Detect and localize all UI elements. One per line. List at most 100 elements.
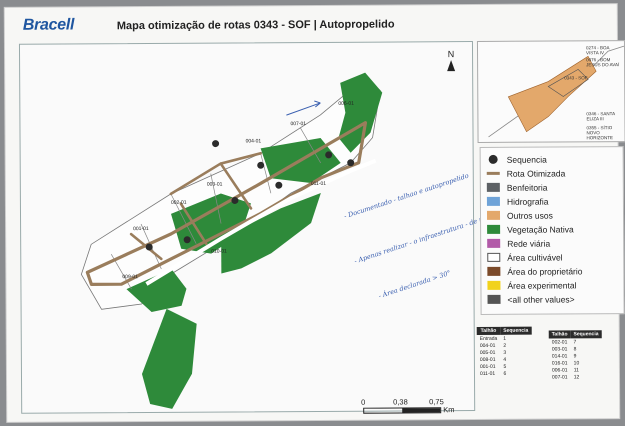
plot-label: 004-01 (245, 138, 262, 145)
plot-boundaries (110, 127, 321, 290)
handwritten-arrow-head (314, 100, 321, 108)
table-header: Sequencia (570, 330, 602, 339)
legend-item: Hidrografia (486, 196, 549, 207)
area-cultivavel-swatch (487, 252, 501, 262)
legend-item: Sequencia (487, 154, 547, 165)
sequence-marker[interactable] (347, 159, 355, 167)
scale-tick: 0 (361, 397, 366, 407)
scale-tick: 0,38 (393, 397, 408, 407)
legend-item: Outros usos (486, 210, 553, 221)
optimized-route (85, 121, 368, 286)
plot-label: 011-01 (310, 180, 327, 188)
plot-label: 009-01 (122, 274, 138, 281)
legend-item: <all other values> (487, 293, 575, 305)
legend-label: Outros usos (506, 210, 553, 221)
hidrografia-swatch (486, 196, 500, 206)
table-cell: 016-01 (551, 359, 568, 367)
route-line-icon (486, 171, 500, 175)
inset-property-area (507, 55, 597, 133)
location-inset: 0274 - BOA VISTA IV 0076 - BOM JESUS DO … (476, 40, 625, 143)
table-row: 011-01 6 (477, 370, 532, 377)
table-cell: 002-01 (551, 338, 568, 346)
other-values-swatch (487, 294, 501, 304)
benfeitoria-swatch (486, 182, 500, 192)
legend-item: Rede viária (487, 238, 550, 249)
optimized-route-branch (129, 152, 262, 261)
native-vegetation-patch (126, 268, 187, 312)
sequence-tables: Talhão Sequencia Entrada 1 004-01 2 005-01… (476, 326, 625, 405)
map-frame: 006-01 007-01 004-01 003-01 002-01 001-0… (18, 41, 523, 414)
legend-label: Benfeitoria (506, 182, 548, 193)
vegetacao-swatch (487, 224, 501, 234)
table-header: Talhão (476, 326, 501, 335)
table-cell: Entrada (479, 335, 498, 342)
table-header: Sequencia (500, 326, 532, 335)
sequence-table-left: Talhão Sequencia Entrada 1 004-01 2 005-01… (476, 326, 532, 377)
plot-label: 007-01 (290, 121, 307, 128)
sequence-marker[interactable] (257, 161, 265, 169)
sequence-marker[interactable] (275, 181, 283, 189)
scale-tick: 0,75 (429, 397, 444, 407)
legend-label: Área cultivável (507, 251, 563, 263)
legend-label: Rota Otimizada (506, 167, 566, 179)
table-cell: 006-01 (551, 366, 568, 374)
legend-label: <all other values> (507, 293, 575, 305)
handwritten-arrow (286, 102, 321, 116)
sequence-marker[interactable] (145, 243, 153, 251)
bracell-logo: Bracell (22, 16, 75, 34)
sequence-marker[interactable] (183, 236, 191, 244)
scale-bar-segment (402, 408, 441, 413)
plot-label: 002-01 (170, 199, 187, 206)
legend-item: Benfeitoria (486, 182, 548, 193)
legend-item: Área cultivável (487, 251, 563, 263)
sequence-marker[interactable] (212, 140, 220, 148)
table-cell: 6 (503, 370, 507, 377)
inset-label: 0355 - SÍTIO NOVO HORIZONTE (586, 125, 614, 141)
north-arrow-icon (447, 60, 456, 72)
table-row: 007-01 12 (549, 373, 602, 380)
area-experimental-swatch (487, 280, 501, 290)
legend-item: Vegetação Nativa (487, 223, 574, 235)
plot-label: 003-01 (206, 181, 223, 188)
legend-item: Rota Otimizada (486, 167, 566, 179)
plot-label: 001-01 (133, 225, 149, 233)
sequence-markers (145, 140, 355, 251)
table-cell: 003-01 (551, 345, 568, 353)
legend-item: Área do proprietário (487, 265, 583, 277)
table-cell: 014-01 (551, 352, 568, 360)
sequence-dot-icon (488, 154, 498, 164)
sequence-marker[interactable] (231, 196, 239, 204)
inset-highlight (547, 68, 589, 97)
plot-label: 006-01 (338, 100, 354, 107)
legend: Sequencia Rota Otimizada Benfeitoria Hid… (479, 146, 625, 315)
sequence-table-right: Talhão Sequencia 002-01 7 003-01 8 014-01 9… (548, 330, 602, 380)
plot-label: 010-01 (211, 248, 227, 255)
legend-label: Vegetação Nativa (507, 223, 574, 235)
sequence-marker[interactable] (325, 151, 333, 159)
legend-label: Sequencia (506, 154, 547, 165)
route-map (80, 72, 383, 409)
table-cell: 011-01 (479, 370, 496, 377)
legend-label: Área do proprietário (507, 265, 583, 277)
legend-label: Hidrografia (506, 196, 549, 207)
inset-label: 0076 - BOM JESUS DO AVAÍ (586, 57, 620, 68)
area-proprietario-swatch (487, 266, 501, 276)
inset-label: 0346 - SANTA ELIZA III (586, 111, 615, 122)
table-cell: 007-01 (551, 373, 568, 381)
legend-item: Área experimental (487, 279, 576, 291)
legend-label: Área experimental (507, 279, 577, 291)
north-arrow: N (447, 49, 456, 72)
inset-label: 0274 - BOA VISTA IV (585, 45, 610, 56)
native-vegetation-patch (221, 192, 321, 274)
north-label: N (447, 49, 455, 60)
native-vegetation-patch (141, 308, 197, 409)
table-header: Talhão (548, 330, 571, 339)
map-title: Mapa otimização de rotas 0343 - SOF | Au… (116, 18, 395, 33)
outros-usos-swatch (486, 210, 501, 220)
header: Bracell Mapa otimização de rotas 0343 - … (5, 4, 617, 42)
table-cell: 12 (573, 373, 580, 380)
rede-viaria-swatch (487, 238, 501, 248)
legend-label: Rede viária (507, 238, 551, 249)
scale-unit: Km (443, 405, 455, 415)
main-road (145, 158, 377, 286)
